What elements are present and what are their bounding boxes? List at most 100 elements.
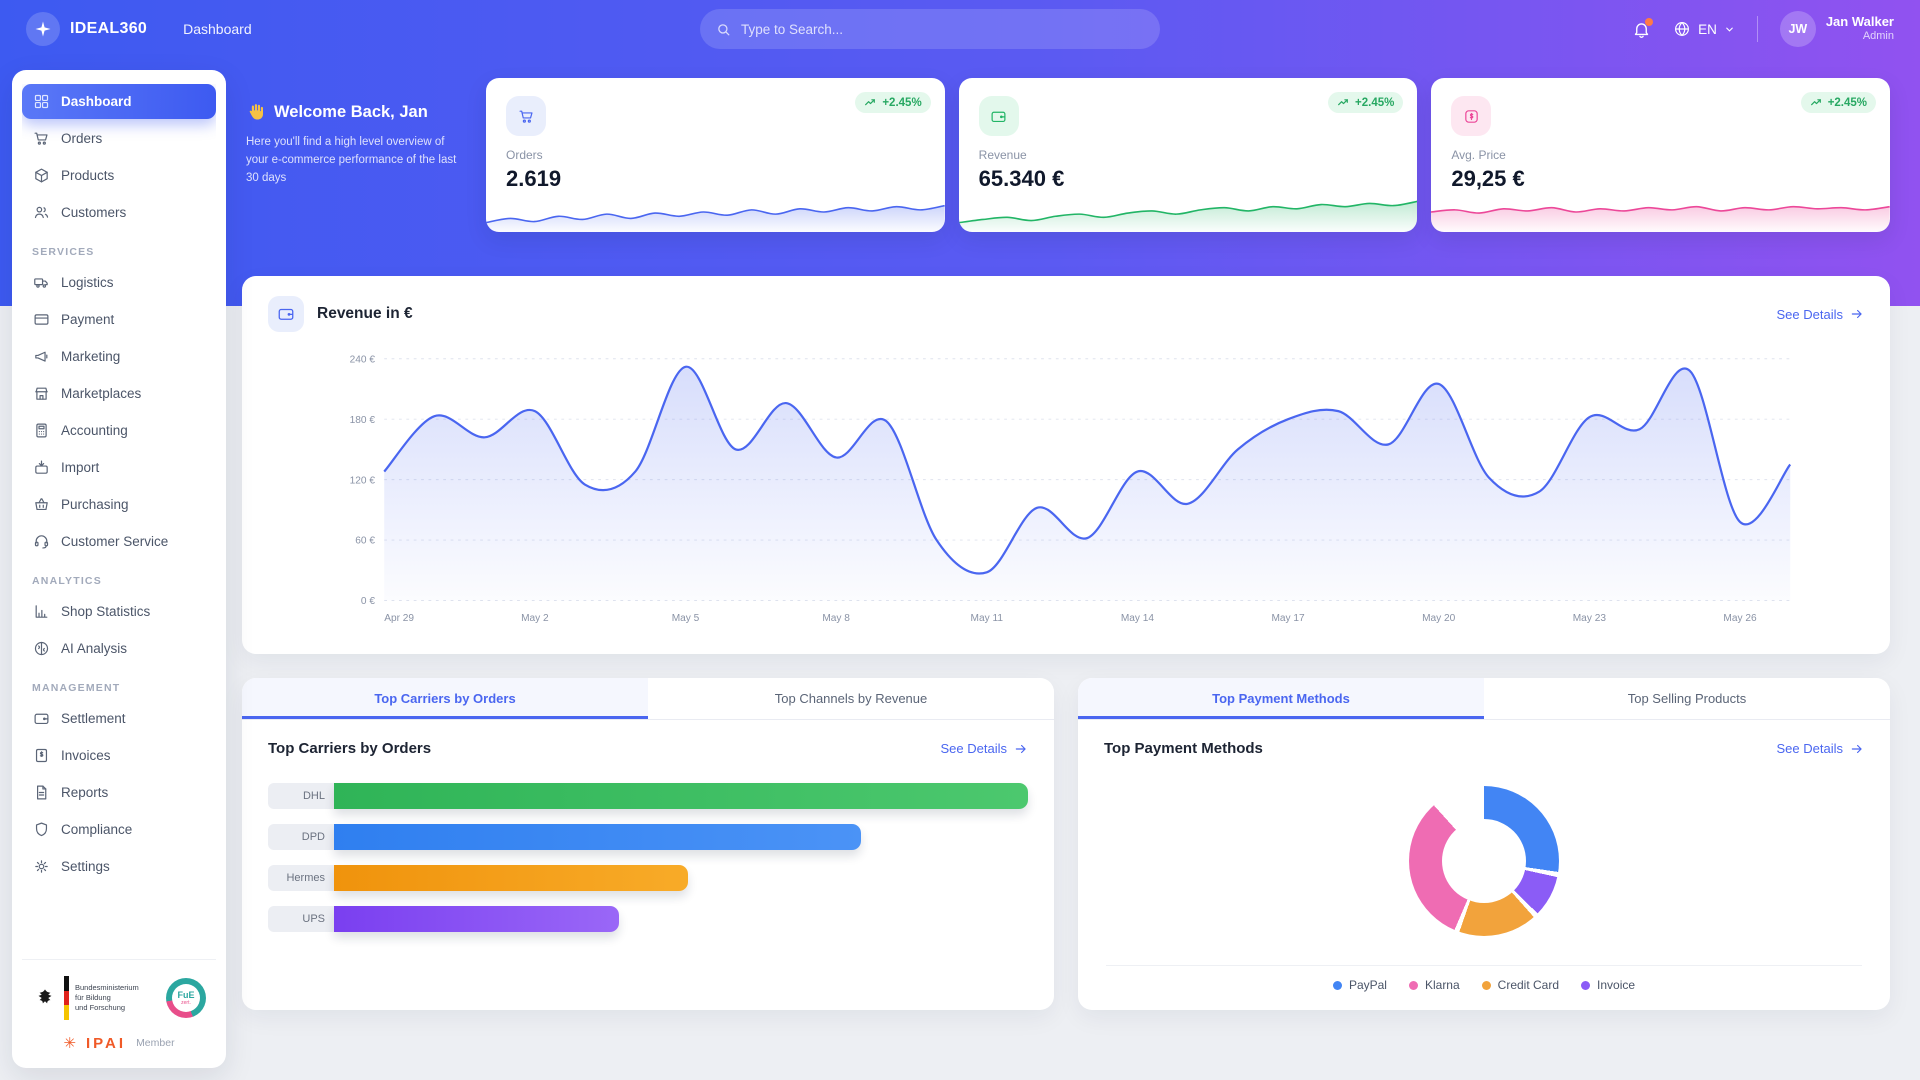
bar-row-hermes: Hermes xyxy=(268,865,1028,891)
search-icon xyxy=(718,23,730,35)
kpi-sparkline xyxy=(958,188,1418,232)
cart-icon xyxy=(33,130,50,147)
sidebar-item-purchasing[interactable]: Purchasing xyxy=(22,487,216,522)
bar-ups xyxy=(334,906,619,932)
svg-text:May 17: May 17 xyxy=(1271,613,1305,624)
sidebar-item-customers[interactable]: Customers xyxy=(22,195,216,230)
legend-dot xyxy=(1481,980,1491,990)
user-name: Jan Walker xyxy=(1825,14,1894,29)
wallet-icon xyxy=(33,710,50,727)
revenue-chart-panel: Revenue in € See Details 0 € 60 € 120 € 180… xyxy=(242,276,1890,654)
kpi-card-orders: +2.45% Orders 2.619 xyxy=(486,78,945,232)
svg-text:Apr 29: Apr 29 xyxy=(384,613,414,624)
arrow-right-icon xyxy=(1851,309,1862,319)
sidebar-item-accounting[interactable]: Accounting xyxy=(22,413,216,448)
calculator-icon xyxy=(33,422,50,439)
sidebar-item-payment[interactable]: Payment xyxy=(22,302,216,337)
top-navbar: IDEAL360 Dashboard EN JW Jan Walker Admi… xyxy=(0,0,1920,58)
bar-row-dpd: DPD xyxy=(268,824,1028,850)
sidebar-item-marketing[interactable]: Marketing xyxy=(22,339,216,374)
tab-top-carriers-by-orders[interactable]: Top Carriers by Orders xyxy=(242,678,648,719)
bar-label: Hermes xyxy=(268,865,334,891)
bmbf-logo: Bundesministerium für Bildung und Forschun… xyxy=(32,976,139,1021)
arrow-right-icon xyxy=(1015,744,1026,753)
tab-top-selling-products[interactable]: Top Selling Products xyxy=(1484,678,1890,719)
tab-top-channels-by-revenue[interactable]: Top Channels by Revenue xyxy=(648,678,1054,719)
carriers-see-details-link[interactable]: See Details xyxy=(941,741,1028,756)
wallet-icon xyxy=(978,96,1019,136)
legend-dot xyxy=(1408,980,1418,990)
kpi-sparkline xyxy=(486,188,945,232)
invoice-icon xyxy=(33,747,50,764)
file-text-icon xyxy=(33,784,50,801)
revenue-see-details-link[interactable]: See Details xyxy=(1777,307,1864,322)
store-icon xyxy=(33,385,50,402)
kpi-change-badge: +2.45% xyxy=(1328,92,1404,113)
kpi-card-avg-price: +2.45% Avg. Price 29,25 € xyxy=(1431,78,1891,232)
donut-legend: PayPal Klarna Credit Card Invoice xyxy=(1104,966,1864,994)
bar-label: DHL xyxy=(268,783,334,809)
sidebar-item-customer-service[interactable]: Customer Service xyxy=(22,524,216,559)
brand-name: IDEAL360 xyxy=(70,20,148,37)
sidebar-item-products[interactable]: Products xyxy=(22,158,216,193)
welcome-block: Welcome Back, Jan Here you'll find a hig… xyxy=(242,78,472,232)
chart-bar-icon xyxy=(33,603,50,620)
sidebar-item-settings[interactable]: Settings xyxy=(22,849,216,884)
svg-text:180 €: 180 € xyxy=(350,415,376,426)
carriers-bar-chart: DHL DPD Hermes UPS xyxy=(268,783,1028,932)
avatar: JW xyxy=(1779,11,1816,47)
breadcrumb[interactable]: Dashboard xyxy=(183,21,252,37)
svg-text:May 23: May 23 xyxy=(1573,613,1607,624)
language-selector[interactable]: EN xyxy=(1673,20,1735,38)
globe-icon xyxy=(1675,22,1690,36)
ipai-name: IPAI xyxy=(86,1034,127,1052)
sidebar-section-services: SERVICES xyxy=(32,246,95,258)
kpi-value: 2.619 xyxy=(506,166,562,191)
legend-dot xyxy=(1332,980,1342,990)
kpi-label: Revenue xyxy=(978,148,1027,162)
arrow-right-icon xyxy=(1851,744,1862,753)
sidebar-item-invoices[interactable]: Invoices xyxy=(22,738,216,773)
bar-row-dhl: DHL xyxy=(268,783,1028,809)
sidebar-item-import[interactable]: Import xyxy=(22,450,216,485)
svg-text:60 €: 60 € xyxy=(355,536,375,547)
sidebar-item-dashboard[interactable]: Dashboard xyxy=(22,84,216,119)
kpi-change-badge: +2.45% xyxy=(1800,92,1877,113)
fue-seal: FuE zert. xyxy=(166,978,206,1018)
credit-card-icon xyxy=(33,311,50,328)
sidebar-item-compliance[interactable]: Compliance xyxy=(22,812,216,847)
legend-divider xyxy=(1106,965,1862,966)
global-search[interactable] xyxy=(700,9,1160,49)
cart-icon xyxy=(506,96,546,136)
truck-icon xyxy=(33,274,50,291)
sidebar-item-orders[interactable]: Orders xyxy=(22,121,216,156)
price-tag-icon xyxy=(1451,96,1492,136)
welcome-title: Welcome Back, Jan xyxy=(274,102,428,121)
sidebar-item-ai-analysis[interactable]: AI Analysis xyxy=(22,631,216,666)
legend-item-invoice: Invoice xyxy=(1581,978,1635,992)
notifications-button[interactable] xyxy=(1632,17,1654,39)
svg-text:240 €: 240 € xyxy=(350,354,376,365)
tab-top-payment-methods[interactable]: Top Payment Methods xyxy=(1078,678,1484,719)
sidebar-item-marketplaces[interactable]: Marketplaces xyxy=(22,376,216,411)
search-input[interactable] xyxy=(741,21,1144,37)
import-icon xyxy=(33,459,50,476)
legend-item-paypal: PayPal xyxy=(1332,978,1387,992)
kpi-card-revenue: +2.45% Revenue 65.340 € xyxy=(958,78,1418,232)
svg-text:120 €: 120 € xyxy=(350,475,376,486)
payments-see-details-link[interactable]: See Details xyxy=(1777,741,1864,756)
revenue-line-chart: 0 € 60 € 120 € 180 € 240 € Apr 29 May 2 May 5 M… xyxy=(268,344,1864,630)
trend-up-icon xyxy=(864,96,877,109)
user-menu[interactable]: JW Jan Walker Admin xyxy=(1779,11,1894,47)
sidebar-item-logistics[interactable]: Logistics xyxy=(22,265,216,300)
sidebar-item-settlement[interactable]: Settlement xyxy=(22,701,216,736)
bar-label: DPD xyxy=(268,824,334,850)
wallet-icon xyxy=(268,296,304,332)
payments-panel: Top Payment Methods Top Selling Products … xyxy=(1078,678,1890,1010)
sidebar-item-shop-statistics[interactable]: Shop Statistics xyxy=(22,594,216,629)
notification-dot xyxy=(1645,17,1654,26)
sidebar-item-reports[interactable]: Reports xyxy=(22,775,216,810)
kpi-label: Avg. Price xyxy=(1451,148,1506,162)
svg-text:0 €: 0 € xyxy=(361,596,375,607)
trend-up-icon xyxy=(1810,96,1823,109)
